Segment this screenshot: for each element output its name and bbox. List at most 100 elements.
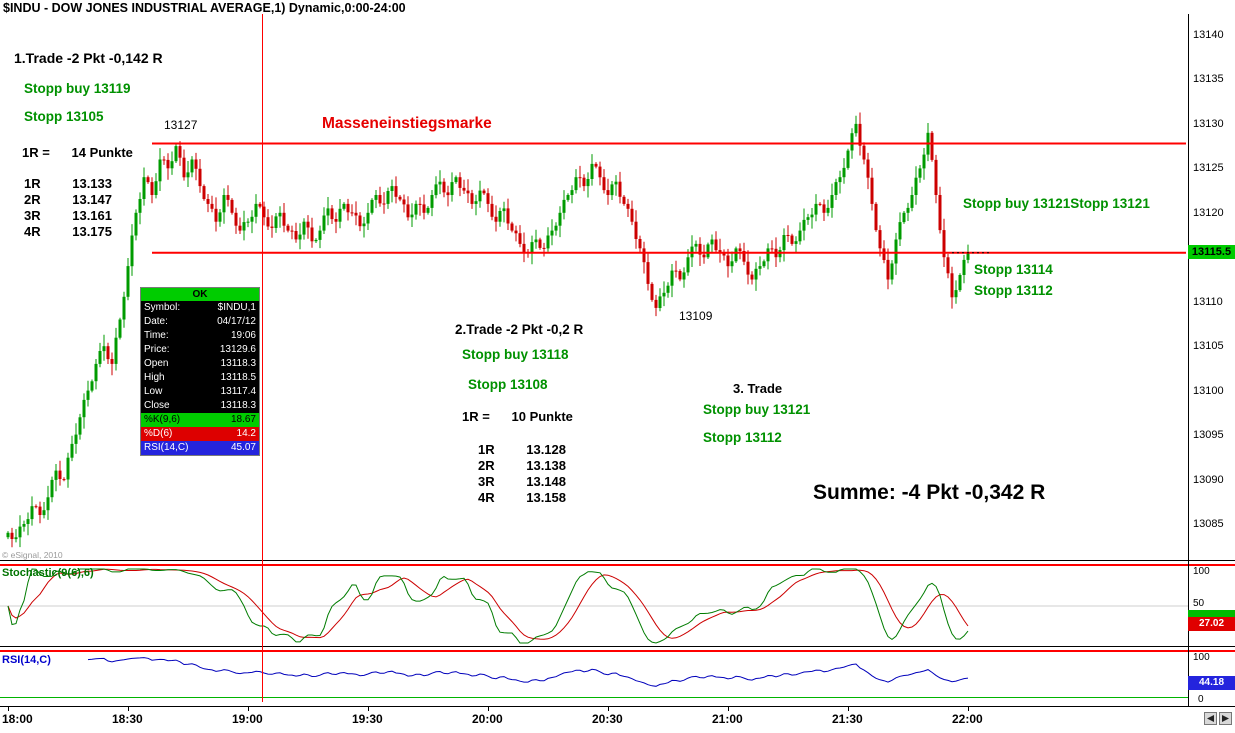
r-value: 13.161 bbox=[72, 208, 112, 223]
r-table-row: 2R 13.147 bbox=[24, 192, 112, 208]
time-axis-separator bbox=[0, 706, 1235, 707]
time-axis-label: 22:00 bbox=[952, 712, 983, 726]
scroll-right-button[interactable] bbox=[1219, 712, 1232, 725]
trade2-r-table: 1R 13.128 2R 13.138 3R 13.148 4R 13.158 bbox=[478, 442, 566, 506]
panel-separator bbox=[0, 560, 1235, 561]
time-axis-tick bbox=[968, 707, 969, 711]
dw-label: RSI(14,C) bbox=[144, 442, 189, 453]
stochastic-chart[interactable] bbox=[0, 567, 1188, 645]
r-table-row: 1R 13.133 bbox=[24, 176, 112, 192]
rsi-level-line bbox=[0, 697, 1188, 698]
trade2-heading: 2.Trade -2 Pkt -0,2 R bbox=[455, 322, 584, 337]
r-label: 3R bbox=[24, 208, 41, 223]
rsi-top-level-line bbox=[0, 650, 1235, 652]
copyright-text: © eSignal, 2010 bbox=[2, 550, 63, 560]
crosshair-vline bbox=[262, 14, 263, 702]
dw-label: Time: bbox=[144, 330, 169, 341]
trade1-r-table: 1R 13.133 2R 13.147 3R 13.161 4R 13.175 bbox=[24, 176, 112, 240]
data-window-row: Low 13117.4 bbox=[141, 385, 259, 399]
time-axis-tick bbox=[848, 707, 849, 711]
left-arrow-icon bbox=[1207, 715, 1214, 722]
time-axis-tick bbox=[128, 707, 129, 711]
time-axis-label: 18:30 bbox=[112, 712, 143, 726]
dw-label: Close bbox=[144, 400, 170, 411]
right-arrow-icon bbox=[1222, 715, 1229, 722]
price-axis-label: 13105 bbox=[1193, 340, 1224, 353]
rsi-value-badge: 44.18 bbox=[1188, 676, 1235, 690]
r-label: 1R bbox=[478, 442, 495, 457]
price-axis-label: 13140 bbox=[1193, 29, 1224, 41]
r-table-row: 2R 13.138 bbox=[478, 458, 566, 474]
r-label: 2R bbox=[478, 458, 495, 473]
r-value: 13.148 bbox=[526, 474, 566, 489]
time-axis-label: 20:00 bbox=[472, 712, 503, 726]
data-window-d-row: %D(6) 14.2 bbox=[141, 427, 259, 441]
dw-value: 13117.4 bbox=[220, 386, 256, 397]
rsi-axis-0: 0 bbox=[1198, 694, 1204, 705]
trade1-stopp-buy: Stopp buy 13119 bbox=[24, 81, 131, 96]
trade2-stopp: Stopp 13108 bbox=[468, 377, 548, 392]
price-axis-label: 13095 bbox=[1193, 429, 1224, 442]
data-window-row: Price: 13129.6 bbox=[141, 343, 259, 357]
right-stopp-13112: Stopp 13112 bbox=[974, 283, 1053, 298]
stoch-top-level-line bbox=[0, 564, 1235, 566]
data-window[interactable]: OK Symbol: $INDU,1 Date: 04/17/12 Time: 19:… bbox=[140, 287, 260, 456]
dw-label: Date: bbox=[144, 316, 168, 327]
trade1-stopp: Stopp 13105 bbox=[24, 109, 104, 124]
r-value: 13.138 bbox=[526, 458, 566, 473]
dw-value: 45.07 bbox=[230, 442, 256, 453]
price-axis-label: 13100 bbox=[1193, 384, 1224, 397]
r-value: 13.128 bbox=[526, 442, 566, 457]
trade3-stopp-buy: Stopp buy 13121 bbox=[703, 402, 811, 417]
price-axis-label: 13125 bbox=[1193, 162, 1224, 175]
time-axis-label: 19:30 bbox=[352, 712, 383, 726]
summary-text: Summe: -4 Pkt -0,342 R bbox=[813, 481, 1046, 504]
r-table-row: 3R 13.148 bbox=[478, 474, 566, 490]
panel-separator bbox=[0, 646, 1235, 647]
r-table-row: 4R 13.158 bbox=[478, 490, 566, 506]
trade1-r-line: 1R = 14 Punkte bbox=[22, 145, 133, 160]
r-table-row: 4R 13.175 bbox=[24, 224, 112, 240]
mass-entry-label: Masseneinstiegsmarke bbox=[322, 115, 492, 132]
time-axis-label: 19:00 bbox=[232, 712, 263, 726]
scroll-left-button[interactable] bbox=[1204, 712, 1217, 725]
time-axis-tick bbox=[8, 707, 9, 711]
data-window-k-row: %K(9,6) 18.67 bbox=[141, 413, 259, 427]
candlestick-chart[interactable] bbox=[0, 14, 1188, 561]
high-price-label: 13127 bbox=[164, 118, 198, 132]
trade3-stopp: Stopp 13112 bbox=[703, 430, 782, 445]
trade3-heading: 3. Trade bbox=[733, 381, 783, 396]
right-stops-line: Stopp buy 13121Stopp 13121 bbox=[963, 196, 1150, 211]
trade2-stopp-buy: Stopp buy 13118 bbox=[462, 347, 569, 362]
stoch-k-line bbox=[7, 568, 969, 644]
chart-title: $INDU - DOW JONES INDUSTRIAL AVERAGE,1) … bbox=[3, 1, 406, 15]
rsi-chart[interactable] bbox=[0, 653, 1188, 699]
dw-label: %K(9,6) bbox=[144, 414, 181, 425]
r-table-row: 3R 13.161 bbox=[24, 208, 112, 224]
time-axis-label: 20:30 bbox=[592, 712, 623, 726]
price-axis-border bbox=[1188, 14, 1189, 706]
r-value: 13.158 bbox=[526, 490, 566, 505]
dw-label: Price: bbox=[144, 344, 170, 355]
data-window-row: Symbol: $INDU,1 bbox=[141, 301, 259, 315]
r-label: 2R bbox=[24, 192, 41, 207]
stoch-axis-50: 50 bbox=[1193, 598, 1205, 609]
data-window-row: Date: 04/17/12 bbox=[141, 315, 259, 329]
data-window-row: Close 13118.3 bbox=[141, 399, 259, 413]
dw-value: $INDU,1 bbox=[217, 302, 256, 313]
last-price-badge: 13115.5 bbox=[1188, 245, 1235, 259]
data-window-row: Open 13118.3 bbox=[141, 357, 259, 371]
time-axis-tick bbox=[488, 707, 489, 711]
trade2-r-line: 1R = 10 Punkte bbox=[462, 409, 573, 424]
time-axis-label: 18:00 bbox=[2, 712, 33, 726]
data-window-header[interactable]: OK bbox=[141, 288, 259, 301]
price-axis-label: 13120 bbox=[1193, 206, 1224, 219]
data-window-row: Time: 19:06 bbox=[141, 329, 259, 343]
dw-label: %D(6) bbox=[144, 428, 173, 439]
right-stopp: Stopp 13121 bbox=[1070, 196, 1150, 211]
dw-label: Open bbox=[144, 358, 169, 369]
r-label: 4R bbox=[24, 224, 41, 239]
r-value: 13.133 bbox=[72, 176, 112, 191]
dw-value: 18.67 bbox=[230, 414, 256, 425]
